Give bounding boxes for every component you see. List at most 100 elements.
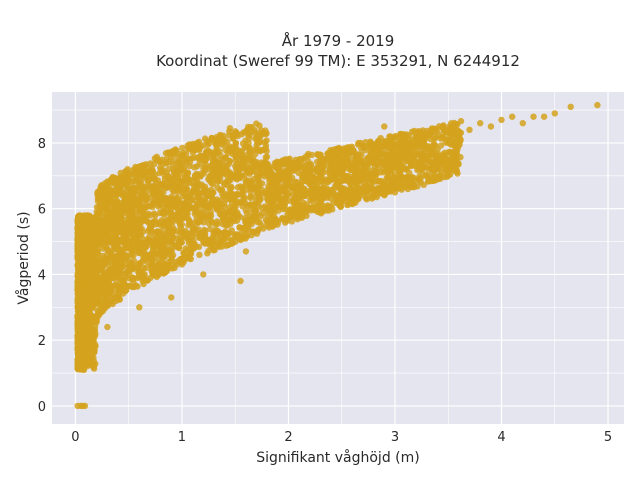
scatter-point bbox=[87, 244, 94, 252]
scatter-point bbox=[157, 189, 164, 196]
scatter-point bbox=[107, 268, 114, 276]
scatter-point bbox=[135, 243, 142, 250]
scatter-point bbox=[109, 300, 116, 308]
scatter-point bbox=[77, 273, 84, 280]
scatter-point bbox=[295, 205, 303, 212]
scatter-point bbox=[121, 273, 129, 281]
scatter-point bbox=[104, 205, 111, 212]
scatter-point bbox=[343, 155, 350, 162]
scatter-point bbox=[451, 119, 458, 127]
scatter-point bbox=[271, 219, 278, 226]
scatter-point bbox=[75, 353, 82, 361]
scatter-point bbox=[240, 191, 247, 198]
scatter-point bbox=[337, 185, 344, 192]
scatter-point bbox=[247, 212, 254, 219]
scatter-point bbox=[173, 183, 181, 190]
scatter-point bbox=[200, 170, 207, 177]
scatter-point bbox=[173, 261, 180, 268]
scatter-point bbox=[232, 162, 239, 170]
scatter-point bbox=[398, 186, 405, 193]
scatter-point bbox=[84, 282, 91, 289]
scatter-point bbox=[234, 184, 241, 191]
scatter-point bbox=[117, 183, 125, 190]
x-tick-label: 1 bbox=[178, 430, 186, 445]
scatter-point bbox=[209, 180, 217, 187]
scatter-point bbox=[394, 140, 401, 147]
scatter-point bbox=[115, 210, 122, 217]
scatter-point bbox=[195, 190, 202, 197]
scatter-point bbox=[106, 186, 113, 193]
scatter-point bbox=[89, 251, 96, 259]
scatter-point bbox=[395, 150, 402, 157]
scatter-point bbox=[452, 144, 460, 151]
scatter-point bbox=[162, 150, 170, 157]
scatter-point bbox=[236, 224, 243, 231]
scatter-point bbox=[448, 161, 455, 169]
scatter-point bbox=[157, 158, 164, 165]
scatter-point bbox=[221, 212, 228, 219]
y-axis-label: Vågperiod (s) bbox=[15, 211, 32, 304]
x-axis-label: Signifikant våghöjd (m) bbox=[256, 449, 419, 466]
scatter-point bbox=[353, 181, 360, 188]
scatter-point bbox=[151, 217, 159, 224]
scatter-point bbox=[242, 155, 250, 162]
scatter-point bbox=[424, 145, 431, 153]
scatter-point bbox=[208, 198, 215, 206]
y-tick-label: 2 bbox=[38, 334, 46, 349]
scatter-point bbox=[413, 143, 420, 150]
scatter-point bbox=[75, 261, 83, 268]
scatter-point bbox=[253, 171, 261, 179]
scatter-point bbox=[251, 129, 258, 136]
scatter-point bbox=[434, 146, 441, 153]
scatter-point bbox=[121, 285, 128, 292]
scatter-point bbox=[80, 261, 88, 268]
scatter-point bbox=[316, 151, 323, 158]
scatter-point bbox=[142, 252, 149, 259]
scatter-point bbox=[455, 129, 463, 137]
scatter-point bbox=[263, 137, 270, 144]
scatter-point bbox=[136, 249, 143, 257]
scatter-point bbox=[245, 167, 252, 175]
scatter-point bbox=[87, 257, 94, 264]
scatter-point bbox=[307, 196, 314, 204]
scatter-point bbox=[567, 103, 574, 111]
scatter-point bbox=[367, 148, 374, 155]
scatter-point bbox=[253, 120, 260, 127]
scatter-point bbox=[377, 150, 384, 158]
scatter-point bbox=[109, 255, 116, 263]
scatter-point bbox=[189, 140, 197, 148]
scatter-point bbox=[391, 189, 399, 196]
scatter-point bbox=[420, 181, 427, 188]
scatter-point bbox=[81, 402, 89, 410]
scatter-point bbox=[314, 202, 321, 209]
scatter-point bbox=[86, 303, 93, 310]
scatter-point bbox=[403, 165, 410, 173]
scatter-point bbox=[76, 291, 83, 298]
scatter-point bbox=[126, 224, 133, 231]
scatter-point bbox=[418, 130, 425, 138]
scatter-point bbox=[252, 150, 259, 158]
scatter-point bbox=[88, 234, 95, 241]
scatter-point bbox=[91, 327, 99, 334]
scatter-point bbox=[242, 178, 249, 185]
scatter-point bbox=[231, 217, 238, 225]
scatter-point bbox=[300, 163, 308, 171]
scatter-point bbox=[78, 231, 86, 239]
scatter-point bbox=[226, 185, 234, 193]
scatter-point bbox=[128, 204, 135, 212]
scatter-point bbox=[430, 140, 438, 148]
scatter-point bbox=[222, 191, 230, 198]
scatter-point bbox=[227, 195, 234, 203]
scatter-point bbox=[551, 110, 558, 117]
scatter-point bbox=[157, 164, 164, 171]
scatter-point bbox=[111, 227, 119, 234]
scatter-point bbox=[140, 280, 147, 288]
scatter-point bbox=[275, 189, 282, 196]
scatter-point bbox=[377, 135, 384, 142]
x-tick-label: 4 bbox=[497, 430, 505, 445]
scatter-point bbox=[466, 126, 473, 133]
scatter-point bbox=[182, 212, 190, 220]
scatter-point bbox=[314, 165, 321, 172]
